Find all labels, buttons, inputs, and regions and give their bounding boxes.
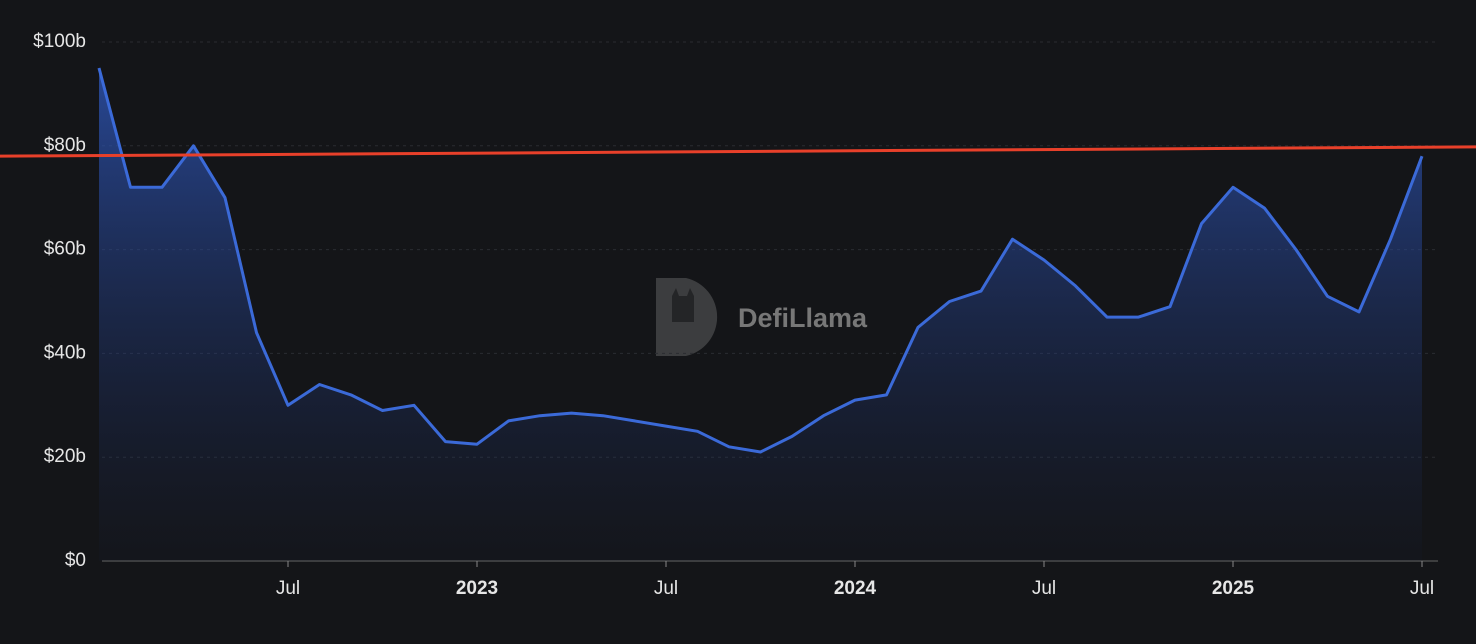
x-tick-label: 2025: [1212, 578, 1255, 599]
x-tick-label: Jul: [276, 578, 300, 599]
y-tick-label: $60b: [44, 239, 86, 260]
x-tick-label: Jul: [654, 578, 678, 599]
reference-line: [0, 145, 1476, 158]
y-tick-label: $40b: [44, 342, 86, 363]
y-tick-label: $100b: [33, 31, 86, 52]
watermark-logo: [656, 278, 718, 356]
watermark-text: DefiLlama: [738, 303, 868, 333]
area-fill: [99, 68, 1422, 561]
x-tick-label: Jul: [1032, 578, 1056, 599]
y-tick-label: $20b: [44, 446, 86, 467]
x-tick-label: 2024: [834, 578, 877, 599]
y-tick-label: $0: [65, 550, 86, 571]
series-line: [97, 67, 1424, 454]
x-tick-label: 2023: [456, 578, 498, 599]
y-tick-label: $80b: [44, 135, 86, 156]
x-tick-label: Jul: [1410, 578, 1434, 599]
